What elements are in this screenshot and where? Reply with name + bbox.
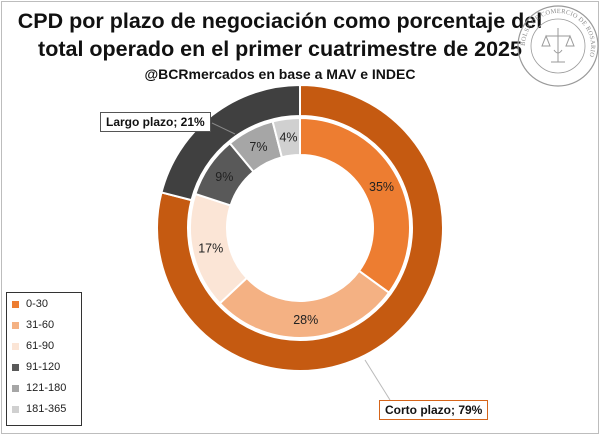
legend-item-91-120: 91-120: [7, 357, 81, 377]
inner-ring-data-label: 7%: [249, 140, 267, 154]
callout-short-term: Corto plazo; 79%: [379, 400, 489, 420]
legend-item-121-180: 121-180: [7, 378, 81, 398]
legend-label: 31-60: [26, 319, 55, 331]
legend-item-0-30: 0-30: [7, 294, 81, 314]
legend-label: 121-180: [26, 382, 67, 394]
legend-label: 91-120: [26, 361, 61, 373]
callout-leader-line: [364, 359, 391, 401]
legend-swatch: [12, 321, 19, 329]
legend-swatch: [12, 405, 19, 413]
legend-swatch: [12, 384, 19, 392]
callout-leader-line: [211, 122, 236, 135]
chart-title: CPD por plazo de negociación como porcen…: [17, 9, 543, 61]
legend-label: 181-365: [26, 403, 67, 415]
legend-swatch: [12, 342, 19, 350]
outer-ring-slice: [160, 83, 301, 202]
legend-swatch: [12, 363, 19, 371]
outer-ring-slice: [156, 83, 444, 372]
inner-ring-slice: [271, 116, 301, 159]
legend-item-61-90: 61-90: [7, 336, 81, 356]
callout-long-term: Largo plazo; 21%: [100, 112, 211, 132]
legend-item-31-60: 31-60: [7, 315, 81, 335]
inner-ring-data-label: 17%: [198, 241, 223, 255]
legend-item-181-365: 181-365: [7, 399, 81, 419]
legend-label: 61-90: [26, 340, 55, 352]
legend-swatch: [12, 300, 19, 308]
chart-subtitle: @BCRmercados en base a MAV e INDEC: [144, 66, 416, 82]
legend: 0-30 31-60 61-90 91-120 121-180 181-365: [6, 292, 82, 426]
inner-ring-data-label: 35%: [369, 180, 394, 194]
inner-ring-slice: [299, 116, 411, 295]
bcr-seal-logo: BOLSA DE COMERCIO DE ROSARIO: [517, 5, 599, 87]
inner-ring-data-label: 9%: [215, 170, 233, 184]
inner-ring-data-label: 28%: [293, 313, 318, 327]
legend-label: 0-30: [26, 298, 49, 310]
inner-ring-data-label: 4%: [279, 131, 297, 145]
